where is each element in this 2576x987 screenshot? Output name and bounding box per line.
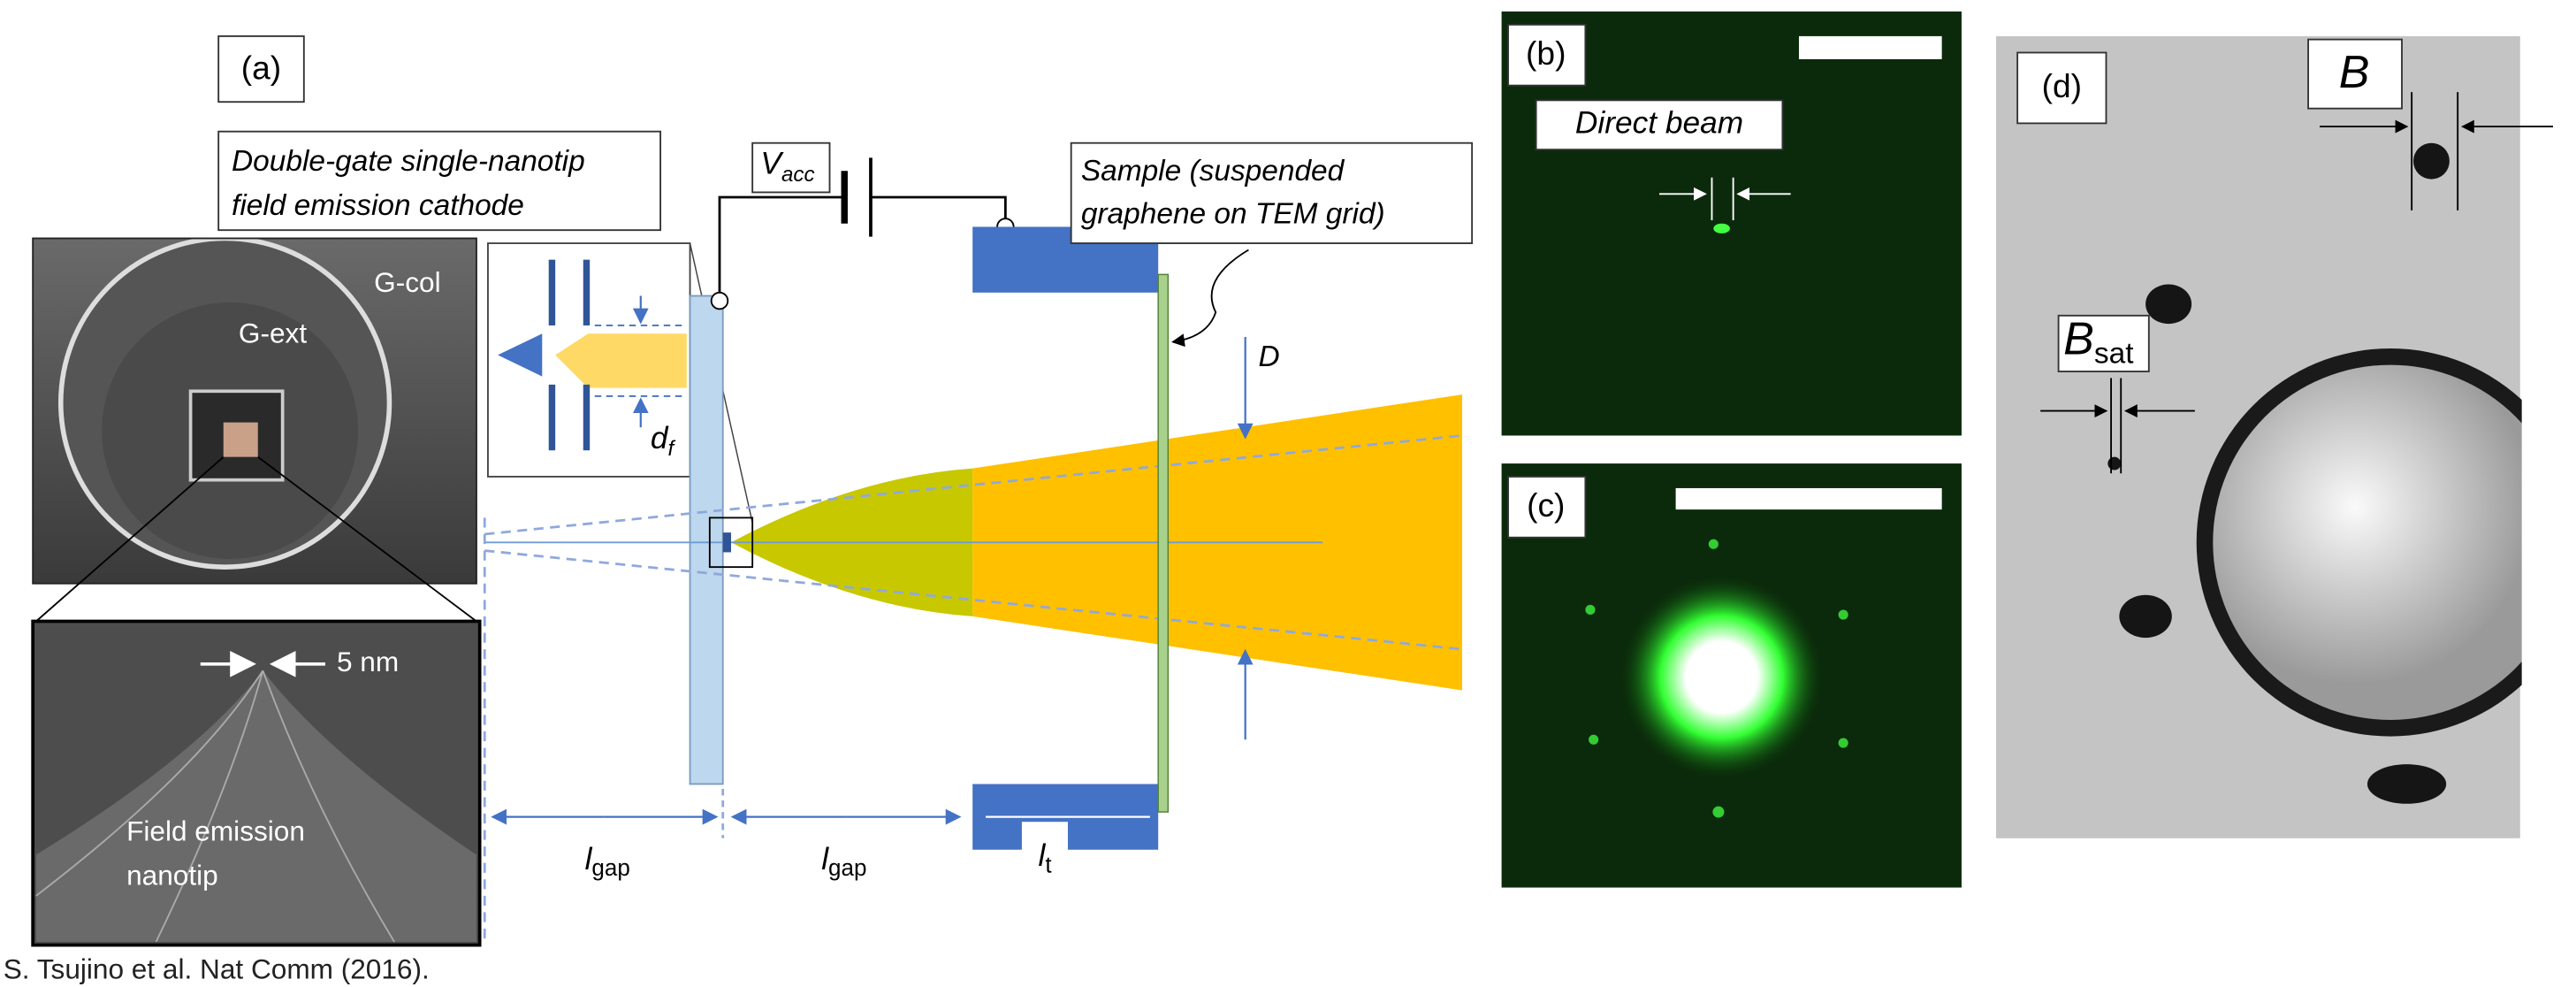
lgap-label: lgap: [585, 842, 630, 881]
d-label: D: [1259, 340, 1280, 373]
cathode-label: Double-gate single-nanotip: [232, 145, 585, 178]
hole: [2213, 365, 2567, 720]
tip: [723, 532, 731, 552]
subscript: acc: [781, 163, 815, 187]
subscript: t: [1045, 851, 1052, 877]
sem-label: G-col: [374, 266, 440, 298]
panel-label: (b): [1526, 34, 1566, 72]
b-label: B: [2339, 47, 2370, 98]
scale-bar: [1676, 488, 1942, 509]
lt-label: lt: [1039, 838, 1053, 877]
sem-label: G-ext: [239, 317, 307, 348]
subscript: gap: [591, 854, 629, 881]
scale-bar: [1799, 36, 1942, 59]
tip-label: Field emission: [126, 815, 305, 847]
beam-label: Direct beam: [1575, 106, 1743, 141]
sample: [1158, 274, 1168, 812]
spot: [1713, 224, 1730, 233]
panel-label: (d): [2042, 67, 2082, 104]
panel-label: (a): [241, 50, 281, 87]
wire: [720, 197, 842, 301]
cathode-label: field emission cathode: [232, 189, 524, 222]
arrow: [1173, 249, 1248, 341]
terminal: [712, 293, 728, 310]
lgap-label: lgap: [821, 842, 866, 881]
tip-size: 5 nm: [337, 646, 399, 677]
figure: (a) Double-gate single-nanotip field emi…: [0, 0, 2576, 987]
symbol: d: [651, 421, 669, 455]
sample-label: Sample (suspended: [1081, 155, 1345, 187]
panel-label: (c): [1527, 486, 1565, 524]
subscript: gap: [828, 854, 866, 881]
gate-electrode: [583, 260, 590, 325]
subscript: sat: [2094, 337, 2134, 370]
gate-electrode: [549, 260, 555, 325]
crop: [2522, 36, 2576, 842]
spot: [1620, 575, 1823, 778]
gate-electrode: [549, 385, 555, 450]
citation: S. Tsujino et al. Nat Comm (2016).: [4, 953, 430, 985]
page: (a) Double-gate single-nanotip field emi…: [0, 0, 2576, 987]
sample-label: graphene on TEM grid): [1081, 197, 1385, 230]
gate-electrode: [583, 385, 590, 450]
tip-label: nanotip: [126, 860, 218, 891]
wire: [871, 197, 1005, 226]
gate-plate: [690, 296, 723, 784]
symbol: B: [2063, 313, 2094, 364]
